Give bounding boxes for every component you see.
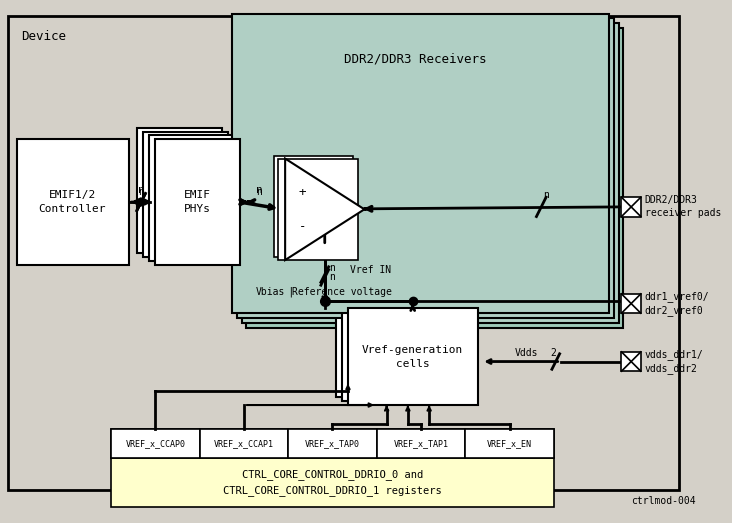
Text: VREF_x_TAP0: VREF_x_TAP0 — [305, 439, 360, 448]
Bar — [149, 135, 234, 261]
Text: EMIF
PHYs: EMIF PHYs — [184, 190, 211, 214]
Text: Vdds: Vdds — [515, 348, 539, 358]
Text: n: n — [256, 187, 262, 197]
Text: VREF_x_TAP1: VREF_x_TAP1 — [394, 439, 449, 448]
Text: ctrlmod-004: ctrlmod-004 — [631, 496, 696, 506]
Bar — [143, 131, 228, 257]
Text: VREF_x_CCAP0: VREF_x_CCAP0 — [125, 439, 185, 448]
Bar — [236, 18, 613, 318]
Text: n: n — [255, 186, 262, 196]
Bar — [269, 153, 348, 254]
Text: Reference voltage: Reference voltage — [292, 287, 392, 297]
Text: n: n — [543, 190, 549, 200]
Bar — [111, 429, 554, 458]
Bar — [621, 352, 640, 371]
Text: +: + — [299, 186, 306, 199]
Text: VREF_x_EN: VREF_x_EN — [487, 439, 532, 448]
Text: n: n — [138, 187, 144, 197]
Text: Vref IN: Vref IN — [350, 265, 391, 275]
Text: DDR2/DDR3
receiver pads: DDR2/DDR3 receiver pads — [645, 195, 721, 219]
Text: Vbias: Vbias — [255, 287, 285, 297]
Bar — [137, 128, 223, 253]
Text: 2: 2 — [550, 348, 556, 358]
Text: CTRL_CORE_CONTROL_DDRIO_0 and
CTRL_CORE_CONTROL_DDRIO_1 registers: CTRL_CORE_CONTROL_DDRIO_0 and CTRL_CORE_… — [223, 469, 442, 496]
Bar — [278, 158, 358, 260]
Text: VREF_x_CCAP1: VREF_x_CCAP1 — [214, 439, 274, 448]
Bar — [621, 197, 640, 217]
Text: DDR2/DDR3 Receivers: DDR2/DDR3 Receivers — [344, 52, 487, 65]
Text: Device: Device — [21, 30, 67, 43]
Text: vdds_ddr1/
vdds_ddr2: vdds_ddr1/ vdds_ddr2 — [645, 349, 703, 374]
Bar — [232, 14, 609, 313]
Text: n: n — [329, 272, 335, 282]
Bar — [342, 304, 473, 401]
Bar — [154, 139, 239, 265]
Text: |: | — [287, 286, 294, 297]
Bar — [337, 301, 467, 397]
Bar — [111, 458, 554, 506]
Text: n: n — [138, 186, 144, 196]
Bar — [621, 294, 640, 313]
Text: -: - — [299, 220, 306, 233]
Bar — [348, 309, 479, 405]
Bar — [200, 429, 288, 458]
Bar — [242, 23, 619, 323]
Bar — [111, 429, 200, 458]
Text: EMIF1/2
Controller: EMIF1/2 Controller — [39, 190, 106, 214]
Bar — [274, 156, 353, 257]
Text: n: n — [329, 263, 335, 273]
Text: ddr1_vref0/
ddr2_vref0: ddr1_vref0/ ddr2_vref0 — [645, 291, 709, 316]
Polygon shape — [285, 158, 365, 260]
Bar — [466, 429, 554, 458]
Bar — [288, 429, 377, 458]
Bar — [247, 28, 624, 328]
Bar — [18, 139, 129, 265]
Bar — [377, 429, 466, 458]
Text: Vref-generation
cells: Vref-generation cells — [362, 345, 463, 369]
